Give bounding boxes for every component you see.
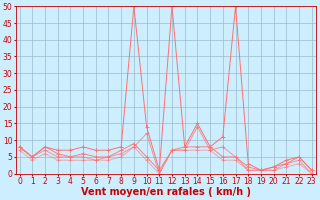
X-axis label: Vent moyen/en rafales ( km/h ): Vent moyen/en rafales ( km/h ) bbox=[81, 187, 251, 197]
